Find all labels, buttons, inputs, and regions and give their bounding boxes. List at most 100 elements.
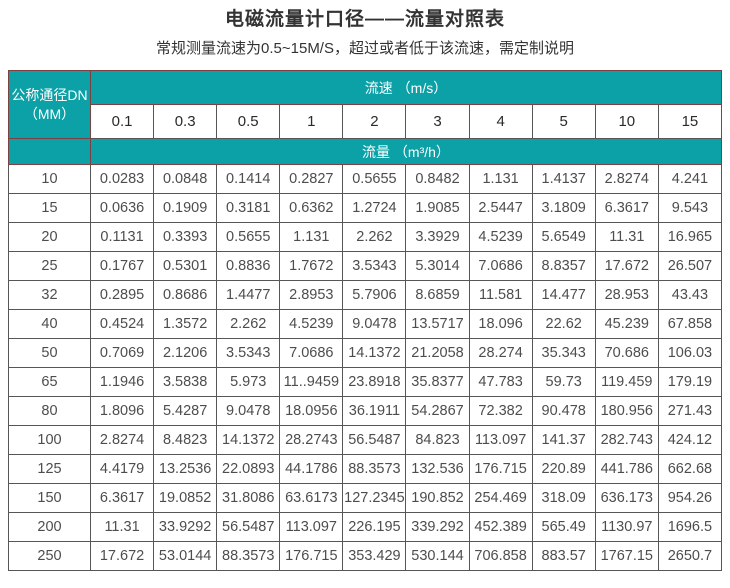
flow-value-cell: 6.3617: [594, 193, 659, 223]
speed-value-cell: 0.1: [89, 104, 155, 139]
flow-value-cell: 636.173: [594, 483, 659, 513]
flow-value-cell: 113.097: [279, 512, 344, 542]
dn-cell: 15: [8, 193, 91, 223]
flow-value-cell: 70.686: [594, 338, 659, 368]
flow-value-cell: 90.478: [531, 396, 596, 426]
flow-value-cell: 0.0283: [89, 164, 155, 194]
flow-value-cell: 5.4287: [153, 396, 218, 426]
flow-value-cell: 106.03: [657, 338, 723, 368]
flow-value-cell: 226.195: [342, 512, 407, 542]
flow-value-cell: 16.965: [657, 222, 723, 252]
flow-value-cell: 43.43: [657, 280, 723, 310]
flow-value-cell: 54.2867: [405, 396, 470, 426]
flow-value-cell: 179.19: [657, 367, 723, 397]
flow-value-cell: 0.1767: [89, 251, 155, 281]
flow-value-cell: 11.31: [594, 222, 659, 252]
flow-value-cell: 0.5655: [216, 222, 281, 252]
dn-cell: 125: [8, 454, 91, 484]
flow-value-cell: 1.9085: [405, 193, 470, 223]
flow-value-cell: 11.31: [89, 512, 155, 542]
flow-value-cell: 28.2743: [279, 425, 344, 455]
flow-value-cell: 1696.5: [657, 512, 723, 542]
flow-value-cell: 4.5239: [468, 222, 533, 252]
table-row: 50 0.7069 2.1206 3.5343 7.0686 14.1372 21.2058…: [8, 338, 723, 368]
flow-value-cell: 22.0893: [216, 454, 281, 484]
flow-value-cell: 1.3572: [153, 309, 218, 339]
flow-value-cell: 22.62: [531, 309, 596, 339]
flow-value-cell: 14.477: [531, 280, 596, 310]
flow-value-cell: 2.8274: [594, 164, 659, 194]
dn-cell: 150: [8, 483, 91, 513]
flow-value-cell: 3.3929: [405, 222, 470, 252]
dn-cell: 25: [8, 251, 91, 281]
speed-value-cell: 10: [594, 104, 659, 139]
speed-header-cell: 流速 （m/s）: [90, 70, 722, 105]
flow-value-cell: 2.8274: [89, 425, 155, 455]
flow-value-cell: 441.786: [594, 454, 659, 484]
flow-value-cell: 1130.97: [594, 512, 659, 542]
flow-value-cell: 0.5655: [342, 164, 407, 194]
flow-value-cell: 132.536: [405, 454, 470, 484]
flow-value-cell: 2.8953: [279, 280, 344, 310]
flow-value-cell: 56.5487: [342, 425, 407, 455]
flow-value-cell: 1.7672: [279, 251, 344, 281]
flow-value-cell: 2.1206: [153, 338, 218, 368]
flow-value-cell: 14.1372: [342, 338, 407, 368]
flow-value-cell: 33.9292: [153, 512, 218, 542]
flow-value-cell: 18.096: [468, 309, 533, 339]
flow-value-cell: 7.0686: [279, 338, 344, 368]
flow-value-cell: 113.097: [468, 425, 533, 455]
flow-value-cell: 11.581: [468, 280, 533, 310]
flow-value-cell: 3.5838: [153, 367, 218, 397]
flow-value-cell: 176.715: [279, 541, 344, 571]
page-subtitle: 常规测量流速为0.5~15M/S，超过或者低于该流速，需定制说明: [156, 40, 574, 57]
flow-value-cell: 0.5301: [153, 251, 218, 281]
speed-value-cell: 1: [279, 104, 344, 139]
page-title: 电磁流量计口径——流量对照表: [224, 9, 505, 30]
flow-value-cell: 28.953: [594, 280, 659, 310]
flow-value-cell: 3.5343: [216, 338, 281, 368]
flow-value-cell: 1.131: [468, 164, 533, 194]
table-row: 250 17.672 53.0144 88.3573 176.715 353.429 530…: [8, 541, 723, 571]
flow-value-cell: 254.469: [468, 483, 533, 513]
flow-value-cell: 5.6549: [531, 222, 596, 252]
flow-value-cell: 0.0848: [153, 164, 218, 194]
dn-cell: 40: [8, 309, 91, 339]
flow-value-cell: 26.507: [657, 251, 723, 281]
flow-value-cell: 5.7906: [342, 280, 407, 310]
flow-value-cell: 8.4823: [153, 425, 218, 455]
flow-value-cell: 5.973: [216, 367, 281, 397]
flow-value-cell: 0.8482: [405, 164, 470, 194]
dn-header-line1: 公称通径DN: [11, 86, 88, 103]
flow-value-cell: 5.3014: [405, 251, 470, 281]
flow-value-cell: 0.2827: [279, 164, 344, 194]
dn-header-cell: 公称通径DN （MM）: [8, 70, 91, 139]
flow-value-cell: 8.6859: [405, 280, 470, 310]
flow-value-cell: 452.389: [468, 512, 533, 542]
flow-value-cell: 45.239: [594, 309, 659, 339]
flow-value-cell: 84.823: [405, 425, 470, 455]
table-row: 10 0.0283 0.0848 0.1414 0.2827 0.5655 0.8482 1.…: [8, 164, 723, 194]
flow-value-cell: 0.1414: [216, 164, 281, 194]
flow-value-cell: 424.12: [657, 425, 723, 455]
flow-value-cell: 0.4524: [89, 309, 155, 339]
flow-value-cell: 180.956: [594, 396, 659, 426]
flow-value-cell: 8.8357: [531, 251, 596, 281]
flow-header-cell: 流量 （m³/h）: [90, 138, 722, 165]
flow-value-cell: 2.262: [216, 309, 281, 339]
dn-cell: 20: [8, 222, 91, 252]
flow-value-cell: 706.858: [468, 541, 533, 571]
flow-value-cell: 127.2345: [342, 483, 407, 513]
flow-value-cell: 3.5343: [342, 251, 407, 281]
flow-header-row: 流量 （m³/h）: [8, 138, 722, 165]
flow-value-cell: 4.5239: [279, 309, 344, 339]
flow-value-cell: 220.89: [531, 454, 596, 484]
flow-value-cell: 2650.7: [657, 541, 723, 571]
speed-value-cell: 15: [657, 104, 723, 139]
flow-value-cell: 1.2724: [342, 193, 407, 223]
flow-value-cell: 0.8686: [153, 280, 218, 310]
flow-value-cell: 0.3181: [216, 193, 281, 223]
flow-value-cell: 9.0478: [216, 396, 281, 426]
flow-value-cell: 7.0686: [468, 251, 533, 281]
flow-value-cell: 17.672: [594, 251, 659, 281]
